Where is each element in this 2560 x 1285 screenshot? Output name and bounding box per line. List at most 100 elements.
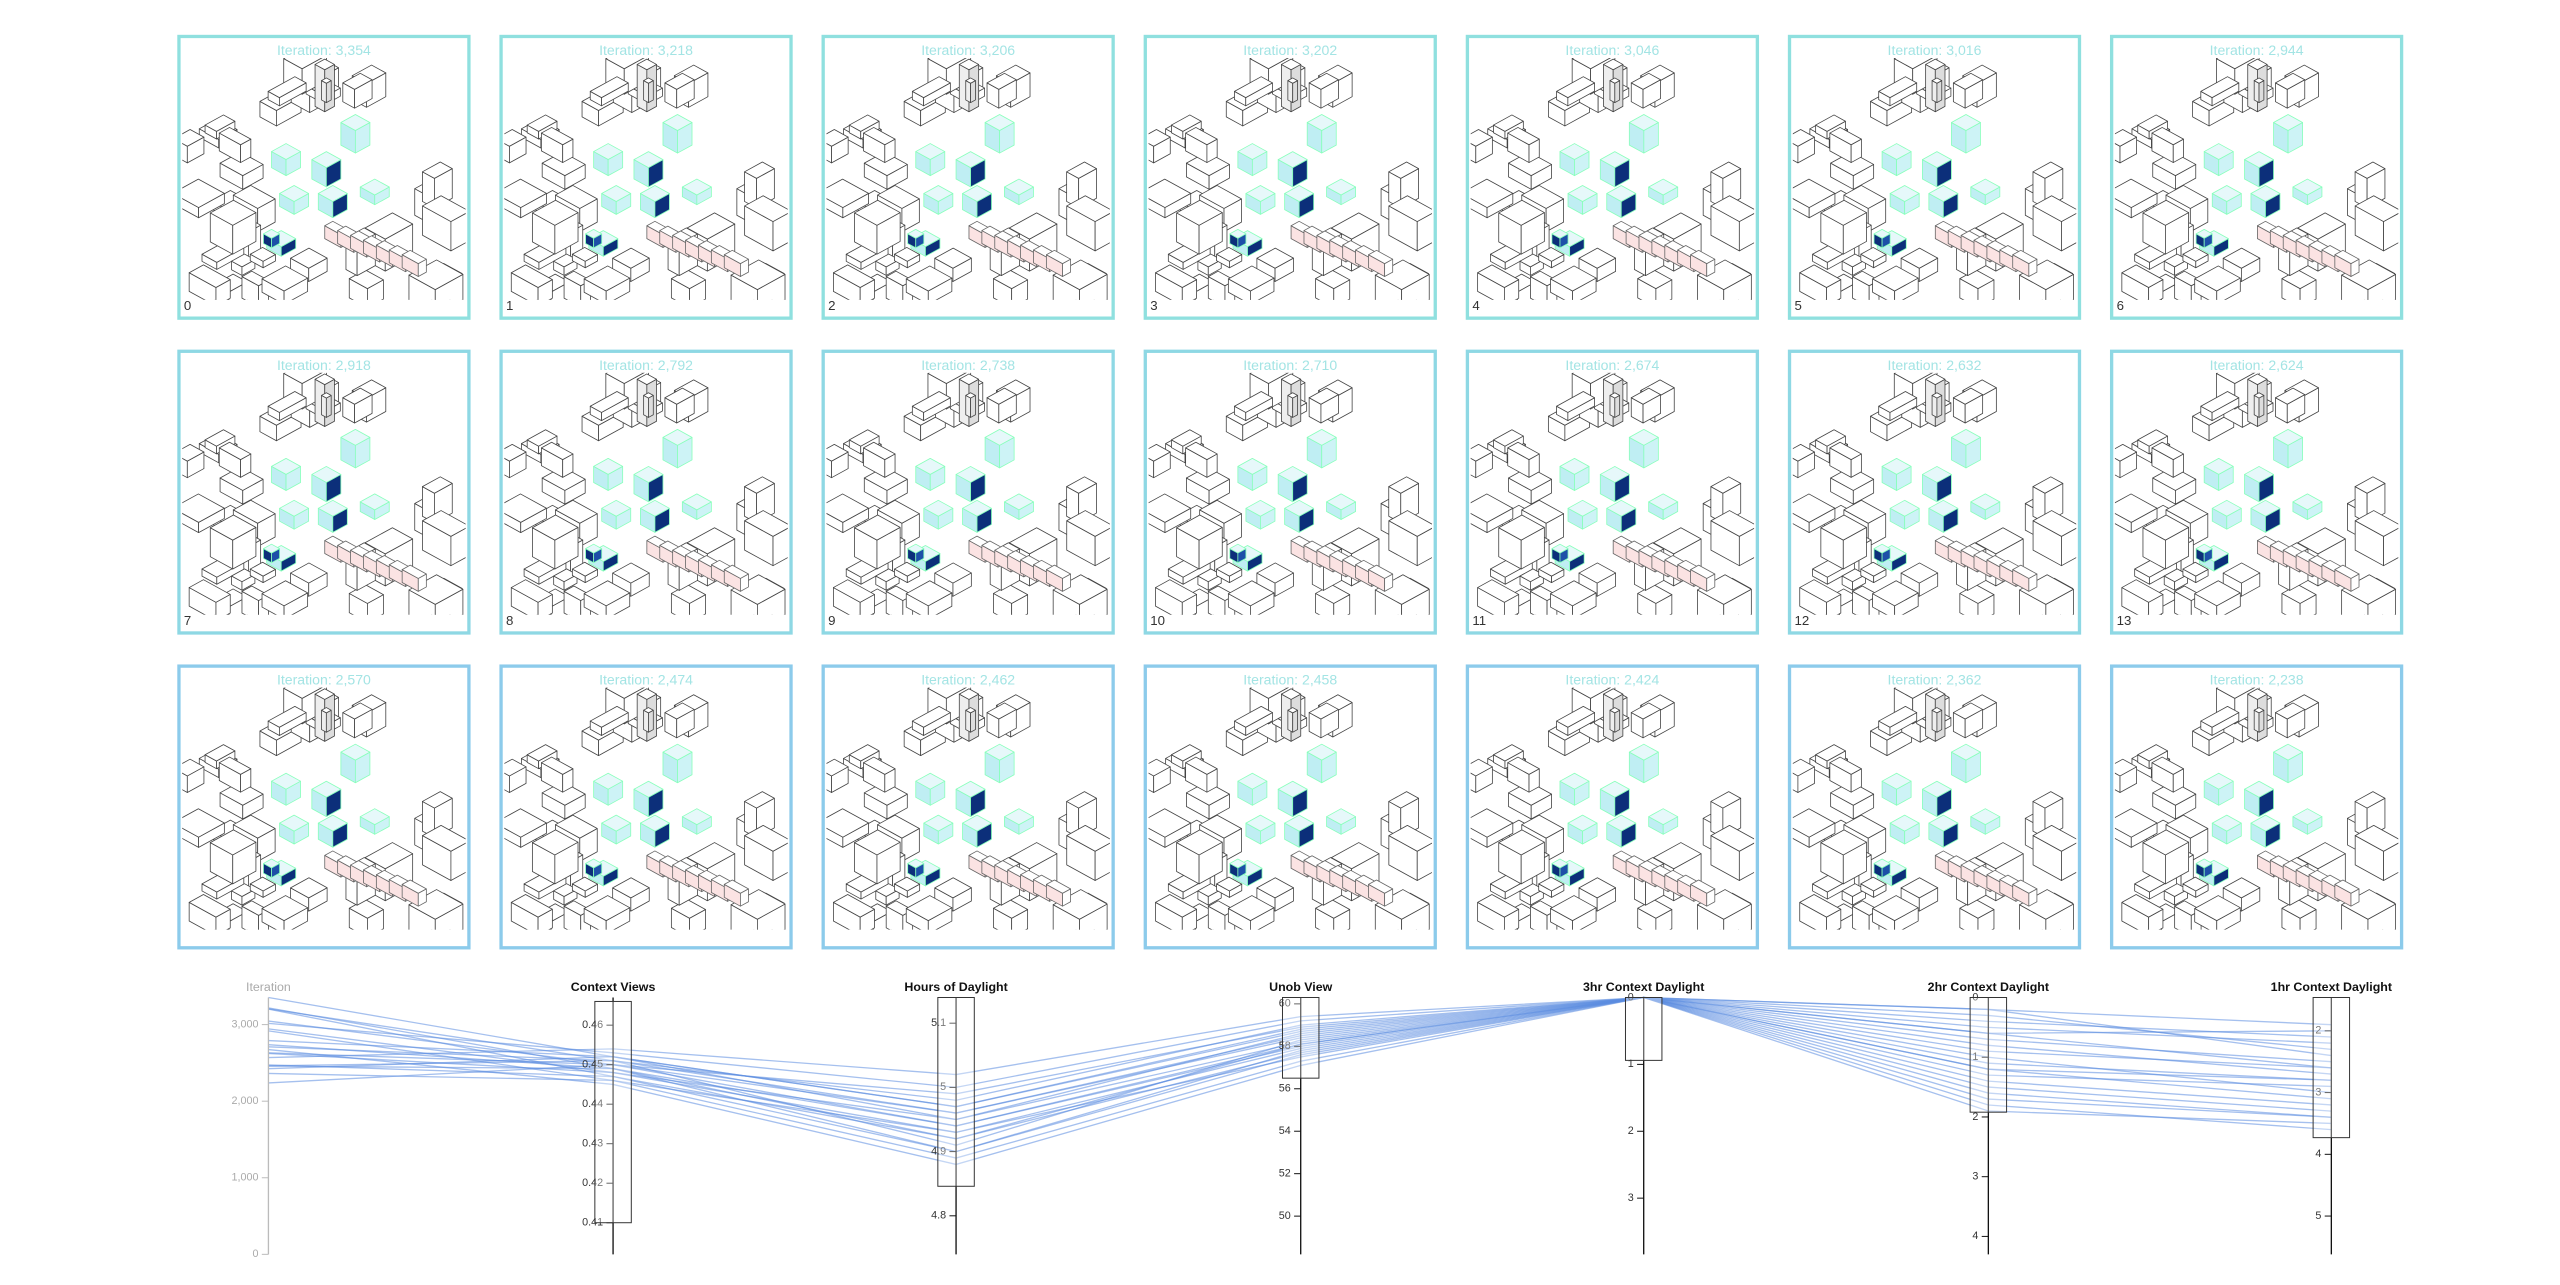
tick-label: 3 [1972, 1171, 1978, 1183]
tick-label: 3 [1628, 1192, 1634, 1204]
brush [1624, 997, 1663, 1061]
design-card: Iteration: 3,202 3 [1143, 34, 1437, 320]
card-title: Iteration: 2,792 [599, 357, 693, 373]
design-card: Iteration: 2,238 [2109, 664, 2404, 950]
tick-label: 0.45 [582, 1059, 603, 1071]
design-card: Iteration: 2,944 6 [2109, 34, 2404, 320]
tick-label: 60 [1279, 998, 1291, 1010]
card-title: Iteration: 2,944 [2210, 42, 2304, 58]
card-title: Iteration: 2,462 [921, 672, 1015, 688]
card-index: 1 [506, 298, 513, 313]
card-title: Iteration: 2,474 [599, 672, 693, 688]
card-title: Iteration: 2,632 [1888, 357, 1982, 373]
design-card: Iteration: 3,016 5 [1787, 34, 2082, 320]
tick-label: 52 [1279, 1168, 1291, 1180]
tick-label: 2 [2315, 1025, 2321, 1037]
tick-label: 54 [1279, 1125, 1291, 1137]
design-card: Iteration: 2,474 [499, 664, 793, 950]
card-index: 2 [828, 298, 835, 313]
axis: Unob View 60 58 56 54 52 50 [1269, 980, 1333, 1255]
tick-label: 1 [1628, 1058, 1634, 1070]
tick-label: 3 [2315, 1086, 2321, 1098]
card-title: Iteration: 2,424 [1565, 672, 1659, 688]
tick-label: 2 [1972, 1111, 1978, 1123]
design-card: Iteration: 3,046 4 [1465, 34, 1760, 320]
design-card: Iteration: 2,674 11 [1465, 349, 1760, 635]
card-index: 6 [2117, 298, 2124, 313]
axis: Context Views 0.46 0.45 0.44 0.43 0.42 0.41 [571, 980, 656, 1255]
tick-label: 0.46 [582, 1019, 603, 1031]
axis: Iteration 0 1,000 2,000 3,000 [232, 980, 291, 1260]
design-card: Iteration: 3,218 1 [499, 34, 793, 320]
card-index: 8 [506, 613, 513, 628]
design-card: Iteration: 2,624 13 [2109, 349, 2404, 635]
card-title: Iteration: 2,238 [2210, 672, 2304, 688]
brush [1281, 997, 1320, 1079]
tick-label: 4 [2315, 1148, 2321, 1160]
design-card: Iteration: 2,362 [1787, 664, 2082, 950]
tick-label: 0.41 [582, 1217, 603, 1229]
tick-label: 0.42 [582, 1177, 603, 1189]
tick-label: 56 [1279, 1083, 1291, 1095]
tick-label: 5 [2315, 1210, 2321, 1222]
brush [594, 1000, 632, 1224]
parallel-coordinates: Iteration 0 1,000 2,000 3,000 Context Views 0.… [232, 980, 2392, 1260]
card-title: Iteration: 2,362 [1888, 672, 1982, 688]
card-index: 4 [1472, 298, 1479, 313]
card-index: 3 [1150, 298, 1157, 313]
axis-title: Iteration [246, 980, 291, 994]
card-title: Iteration: 3,218 [599, 42, 693, 58]
axis-title: Context Views [571, 980, 656, 994]
axis-title: 1hr Context Daylight [2271, 980, 2392, 994]
card-title: Iteration: 2,738 [921, 357, 1015, 373]
axis-title: Hours of Daylight [904, 980, 1007, 994]
design-card: Iteration: 2,710 10 [1143, 349, 1437, 635]
tick-label: 0 [252, 1248, 258, 1260]
brush [2312, 997, 2351, 1139]
card-title: Iteration: 3,046 [1565, 42, 1659, 58]
card-index: 12 [1794, 613, 1809, 628]
tick-label: 0.44 [582, 1098, 603, 1110]
card-title: Iteration: 2,710 [1243, 357, 1337, 373]
card-index: 10 [1150, 613, 1165, 628]
card-title: Iteration: 3,202 [1243, 42, 1337, 58]
axis-title: 2hr Context Daylight [1928, 980, 2049, 994]
card-title: Iteration: 2,570 [277, 672, 371, 688]
design-card: Iteration: 3,206 2 [821, 34, 1115, 320]
design-card: Iteration: 2,458 [1143, 664, 1437, 950]
axis-title: Unob View [1269, 980, 1333, 994]
axis: Hours of Daylight 5.1 5 4.9 4.8 [904, 980, 1008, 1255]
design-card: Iteration: 2,462 [821, 664, 1115, 950]
card-title: Iteration: 2,918 [277, 357, 371, 373]
card-index: 11 [1472, 613, 1486, 628]
axis: 3hr Context Daylight0123 [1583, 980, 1704, 1255]
card-title: Iteration: 2,674 [1565, 357, 1659, 373]
card-index: 13 [2117, 613, 2132, 628]
card-index: 0 [184, 298, 191, 313]
axis: 2hr Context Daylight01234 [1928, 980, 2049, 1255]
tick-label: 58 [1279, 1040, 1291, 1052]
design-card: Iteration: 2,792 8 [499, 349, 793, 635]
design-card: Iteration: 2,632 12 [1787, 349, 2082, 635]
design-card: Iteration: 2,424 [1465, 664, 1760, 950]
tick-label: 1,000 [232, 1172, 259, 1184]
card-title: Iteration: 2,624 [2210, 357, 2304, 373]
tick-label: 5 [940, 1081, 946, 1093]
brush [937, 997, 975, 1187]
card-index: 5 [1794, 298, 1801, 313]
card-title: Iteration: 3,354 [277, 42, 371, 58]
tick-label: 2,000 [232, 1095, 259, 1107]
card-title: Iteration: 3,206 [921, 42, 1015, 58]
card-title: Iteration: 2,458 [1243, 672, 1337, 688]
tick-label: 4 [1972, 1230, 1978, 1242]
tick-label: 0.43 [582, 1138, 603, 1150]
tick-label: 5.1 [931, 1017, 946, 1029]
design-card: Iteration: 2,918 7 [177, 349, 471, 635]
tick-label: 4.8 [931, 1210, 946, 1222]
card-title: Iteration: 3,016 [1888, 42, 1982, 58]
card-index: 7 [184, 613, 191, 628]
brush [1969, 997, 2008, 1113]
